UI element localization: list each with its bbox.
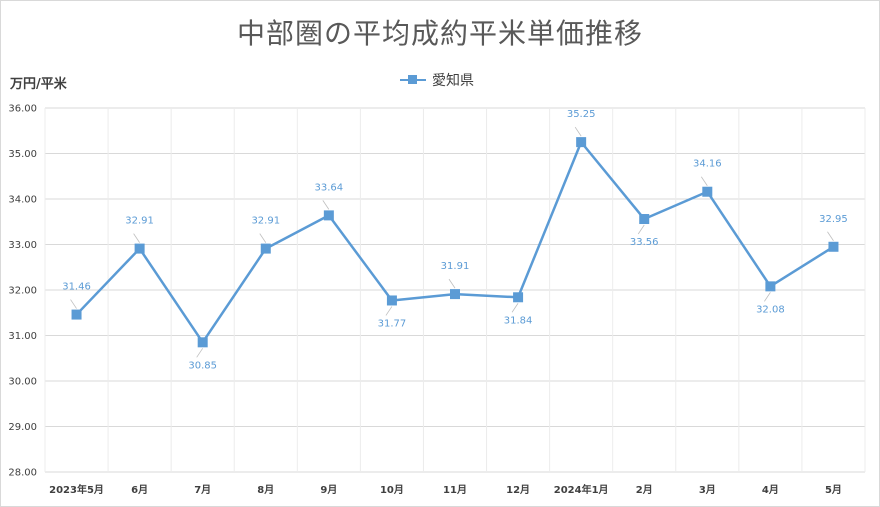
data-label-leader bbox=[764, 292, 771, 302]
data-label-leader bbox=[637, 224, 645, 235]
data-label: 31.77 bbox=[378, 318, 407, 329]
data-point bbox=[828, 241, 839, 252]
y-tick-label: 32.00 bbox=[8, 286, 37, 297]
legend: 愛知県 bbox=[400, 70, 474, 90]
x-tick-label: 7月 bbox=[194, 484, 211, 496]
y-axis-label: 万円/平米 bbox=[10, 77, 67, 92]
y-tick-label: 30.00 bbox=[8, 377, 37, 388]
data-label: 32.95 bbox=[819, 214, 848, 225]
y-tick-label: 34.00 bbox=[8, 195, 37, 206]
data-point bbox=[576, 137, 587, 148]
data-point bbox=[765, 281, 776, 292]
data-label: 33.64 bbox=[315, 182, 344, 193]
chart-title: 中部圏の平均成約平米単価推移 bbox=[236, 17, 643, 50]
data-point bbox=[71, 309, 82, 320]
data-label: 31.46 bbox=[62, 282, 91, 293]
data-point bbox=[639, 214, 650, 225]
legend-entry: 愛知県 bbox=[432, 73, 474, 89]
x-tick-label: 5月 bbox=[825, 484, 842, 496]
x-tick-label: 3月 bbox=[699, 484, 716, 496]
x-tick-label: 2月 bbox=[636, 484, 653, 496]
data-label-leader bbox=[827, 231, 834, 241]
data-label-leader bbox=[322, 200, 330, 210]
data-label: 32.91 bbox=[251, 216, 280, 227]
x-tick-label: 8月 bbox=[257, 484, 274, 496]
y-tick-label: 31.00 bbox=[8, 331, 37, 342]
data-label: 32.08 bbox=[756, 304, 785, 315]
x-tick-label: 2023年5月 bbox=[49, 483, 104, 496]
data-label-leader bbox=[700, 176, 708, 186]
data-label: 31.91 bbox=[441, 261, 470, 272]
x-tick-label: 10月 bbox=[380, 484, 404, 496]
x-tick-label: 9月 bbox=[320, 484, 337, 496]
data-label-leader bbox=[133, 233, 140, 243]
data-label-leader bbox=[70, 299, 77, 309]
data-label-leader bbox=[196, 348, 204, 358]
data-label-leader bbox=[385, 306, 393, 316]
y-tick-label: 28.00 bbox=[8, 468, 37, 479]
data-point bbox=[513, 292, 524, 303]
data-label: 31.84 bbox=[504, 315, 533, 326]
data-label-leader bbox=[511, 303, 519, 313]
data-label: 35.25 bbox=[567, 109, 596, 120]
data-label: 33.56 bbox=[630, 237, 659, 248]
data-point bbox=[323, 210, 334, 221]
data-label: 34.16 bbox=[693, 159, 722, 170]
data-label-leader bbox=[574, 126, 582, 137]
y-tick-label: 35.00 bbox=[8, 149, 37, 160]
x-tick-label: 11月 bbox=[443, 484, 467, 496]
data-label-leader bbox=[448, 278, 456, 289]
x-tick-label: 6月 bbox=[131, 484, 148, 496]
x-tick-label: 4月 bbox=[762, 484, 779, 496]
legend-marker-icon bbox=[400, 74, 426, 86]
data-point bbox=[197, 337, 208, 348]
y-tick-label: 33.00 bbox=[8, 240, 37, 251]
data-point bbox=[450, 289, 460, 300]
data-point bbox=[386, 295, 397, 306]
data-label-leader bbox=[259, 233, 267, 243]
series-line bbox=[75, 140, 835, 344]
y-tick-label: 36.00 bbox=[8, 104, 37, 115]
data-label: 32.91 bbox=[125, 216, 154, 227]
x-tick-label: 2024年1月 bbox=[554, 483, 609, 496]
y-tick-label: 29.00 bbox=[8, 422, 37, 433]
data-point bbox=[134, 243, 145, 254]
data-point bbox=[702, 186, 713, 197]
data-point bbox=[260, 243, 271, 254]
data-label: 30.85 bbox=[188, 360, 217, 371]
x-tick-label: 12月 bbox=[506, 484, 530, 496]
